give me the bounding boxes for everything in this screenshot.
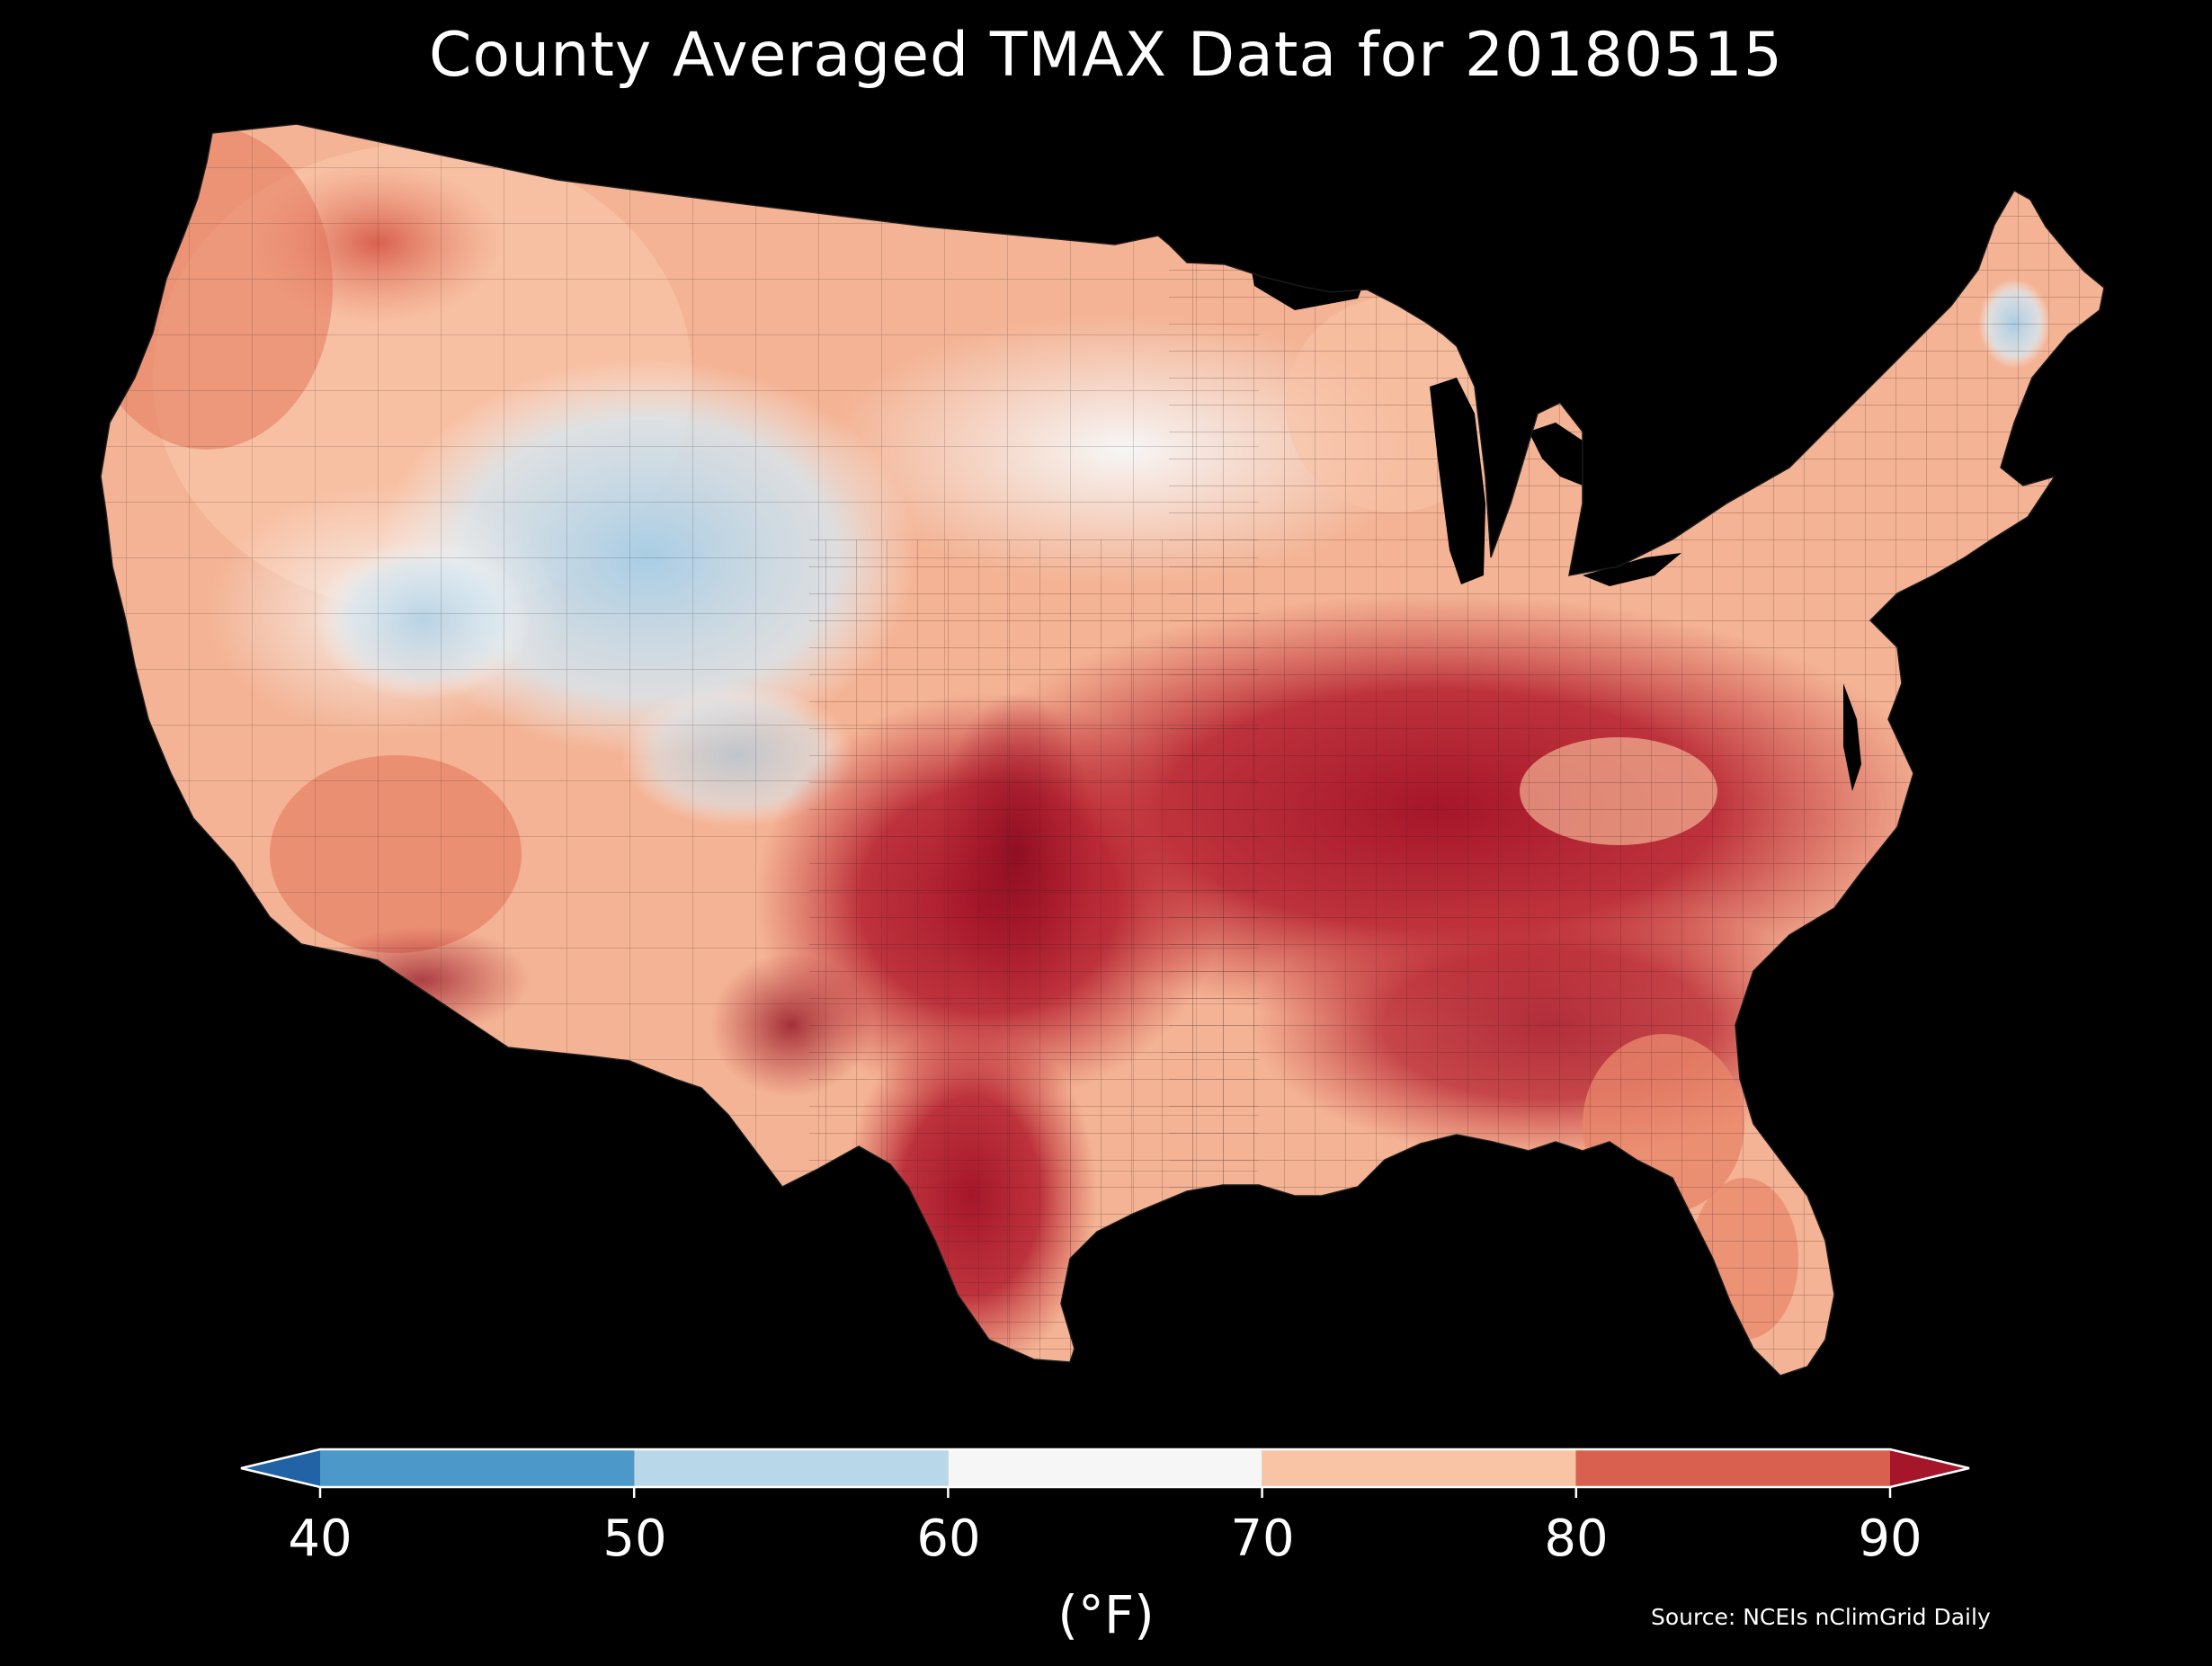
colorbar-bin xyxy=(1575,1449,1890,1487)
page-title: County Averaged TMAX Data for 20180515 xyxy=(429,20,1783,91)
colorbar-over-arrow xyxy=(1890,1449,1969,1487)
colorbar-tick-label: 70 xyxy=(1230,1510,1295,1568)
colorbar-bin xyxy=(320,1449,635,1487)
lake-michigan xyxy=(1430,378,1485,584)
colorbar-under-arrow xyxy=(241,1449,320,1487)
colorbar-unit-label: (°F) xyxy=(1057,1584,1155,1645)
lake-erie xyxy=(1583,553,1681,586)
colorbar-tick-label: 60 xyxy=(916,1510,981,1568)
colorbar-tick-label: 80 xyxy=(1544,1510,1609,1568)
colorbar-bin xyxy=(1262,1449,1576,1487)
colorbar-tick-label: 40 xyxy=(288,1510,352,1568)
lake-superior xyxy=(1250,263,1367,310)
colorbar-tick-label: 90 xyxy=(1858,1510,1922,1568)
colorbar-bin xyxy=(948,1449,1262,1487)
colorbar-tick-label: 50 xyxy=(602,1510,667,1568)
lake-huron xyxy=(1529,423,1583,486)
colorbar-bin xyxy=(634,1449,949,1487)
chesapeake-bay xyxy=(1843,683,1861,791)
source-note: Source: NCEIs nClimGrid Daily xyxy=(1651,1604,1991,1630)
